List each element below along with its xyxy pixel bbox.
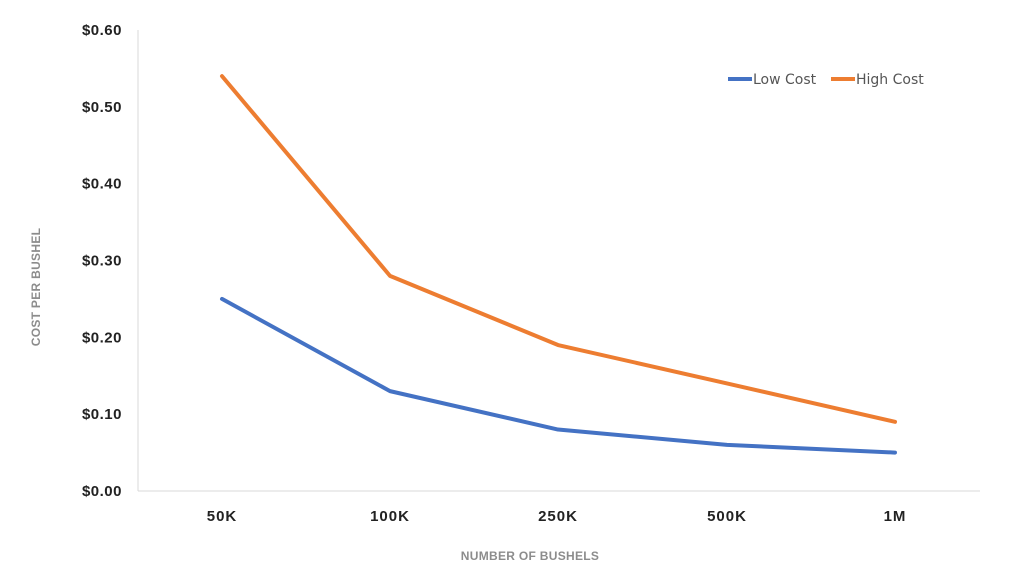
series-line-high-cost [220, 74, 897, 424]
y-tick-label: $0.10 [82, 406, 122, 423]
y-tick-label: $0.00 [82, 483, 122, 500]
series-lines [220, 74, 897, 455]
legend: Low Cost High Cost [728, 72, 924, 88]
y-tick-label: $0.40 [82, 176, 122, 193]
x-tick-label: 100K [370, 508, 410, 525]
y-axis-title: COST PER BUSHEL [29, 228, 43, 347]
series-line-low-cost [220, 296, 897, 455]
x-tick-label: 500K [707, 508, 747, 525]
y-tick-label: $0.60 [82, 22, 122, 39]
x-tick-label: 250K [538, 508, 578, 525]
legend-label: Low Cost [753, 72, 817, 88]
legend-label: High Cost [856, 72, 924, 88]
y-tick-labels: $0.00 $0.10 $0.20 $0.30 $0.40 $0.50 $0.60 [82, 22, 122, 500]
x-tick-labels: 50K 100K 250K 500K 1M [207, 508, 907, 525]
y-tick-label: $0.20 [82, 329, 122, 346]
y-tick-label: $0.30 [82, 253, 122, 270]
y-tick-label: $0.50 [82, 99, 122, 116]
x-tick-label: 1M [884, 508, 907, 525]
x-tick-label: 50K [207, 508, 238, 525]
x-axis-title: NUMBER OF BUSHELS [461, 549, 599, 563]
